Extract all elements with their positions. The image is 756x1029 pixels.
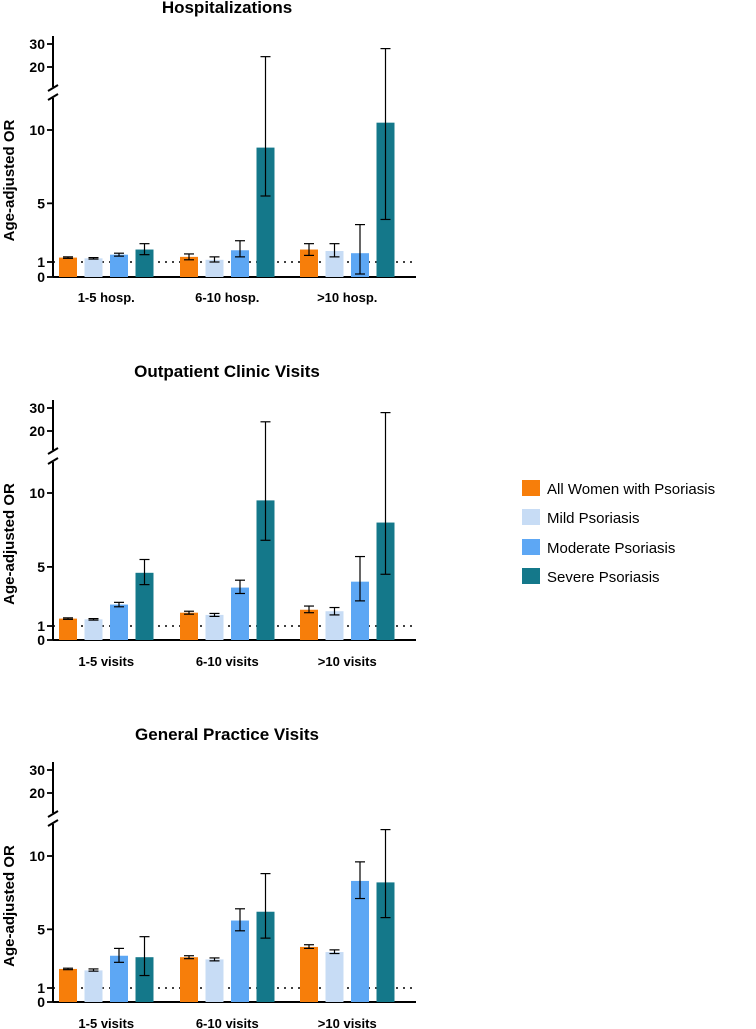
y-tick-label: 1 [37,618,45,634]
bar-mild-3 [325,611,344,640]
legend-swatch-mild [522,509,540,525]
bar-mild-1 [84,970,103,1002]
chart-title: Hospitalizations [162,0,292,17]
bar-moderate-2 [231,587,249,640]
category-label: 1-5 visits [78,654,134,669]
y-tick-label: 0 [37,994,45,1010]
y-tick-label: 10 [29,122,45,138]
bar-moderate-1 [110,254,128,277]
chart-title: Outpatient Clinic Visits [134,362,320,381]
bar-all-3 [300,249,318,277]
y-axis-label: Age-adjusted OR [1,119,18,241]
y-tick-label: 0 [37,632,45,648]
y-tick-label: 30 [29,762,45,778]
category-label: 1-5 visits [78,1016,134,1029]
legend-label-mild: Mild Psoriasis [547,510,640,527]
legend-swatch-all [522,480,540,496]
bar-moderate-3 [351,880,369,1002]
y-tick-label: 5 [37,559,45,575]
bar-all-2 [180,612,198,640]
bar-severe-3 [376,882,395,1002]
bar-mild-2 [205,259,224,277]
bar-mild-3 [325,952,344,1002]
y-tick-label: 10 [29,848,45,864]
bar-mild-2 [205,959,224,1002]
bar-all-3 [300,946,318,1002]
y-tick-label: 20 [29,423,45,439]
bar-mild-1 [84,619,103,640]
legend-label-all: All Women with Psoriasis [547,481,715,498]
bar-moderate-2 [231,920,249,1002]
bar-moderate-1 [110,604,128,640]
bar-all-3 [300,609,318,640]
category-label: >10 hosp. [317,290,377,305]
bar-severe-1 [135,572,154,640]
y-tick-label: 10 [29,485,45,501]
category-label: 6-10 hosp. [195,290,259,305]
legend-swatch-severe [522,568,540,584]
bar-all-2 [180,256,198,277]
legend: All Women with Psoriasis Mild Psoriasis Mo… [522,480,715,586]
axis-break-mark [47,457,59,465]
axis-break-mark [47,810,59,818]
category-label: >10 visits [318,654,377,669]
y-tick-label: 20 [29,59,45,75]
axis-break-mark [47,84,59,92]
category-label: >10 visits [318,1016,377,1029]
y-tick-label: 30 [29,400,45,416]
chart-panel-2: Outpatient Clinic Visits Age-adjusted OR 0… [1,362,416,669]
y-tick-label: 5 [37,921,45,937]
bar-mild-2 [205,614,224,640]
chart-title: General Practice Visits [135,725,319,744]
legend-label-severe: Severe Psoriasis [547,569,660,586]
bar-all-1 [59,257,77,277]
axis-break-mark [47,819,59,827]
y-tick-label: 1 [37,980,45,996]
legend-swatch-moderate [522,539,540,555]
category-label: 1-5 hosp. [78,290,135,305]
y-tick-label: 1 [37,254,45,270]
y-tick-label: 5 [37,195,45,211]
axis-break-mark [47,93,59,101]
bar-all-2 [180,957,198,1002]
bar-mild-1 [84,258,103,277]
legend-label-moderate: Moderate Psoriasis [547,540,675,557]
category-label: 6-10 visits [196,1016,259,1029]
y-axis-label: Age-adjusted OR [1,483,18,605]
axis-break-mark [47,447,59,455]
chart-panel-1: Hospitalizations Age-adjusted OR 01 5 10 20 30… [1,0,416,305]
y-axis-label: Age-adjusted OR [1,845,18,967]
y-tick-label: 0 [37,269,45,285]
bar-all-1 [59,618,77,640]
bar-moderate-3 [351,581,369,640]
bar-mild-3 [325,251,344,277]
bar-severe-2 [256,500,275,640]
bar-severe-1 [135,249,154,277]
bar-all-1 [59,968,77,1002]
category-label: 6-10 visits [196,654,259,669]
bar-severe-2 [256,147,275,277]
bar-moderate-1 [110,955,128,1002]
bar-severe-2 [256,911,275,1002]
y-tick-label: 20 [29,785,45,801]
y-tick-label: 30 [29,36,45,52]
bar-severe-1 [135,957,154,1002]
bar-severe-3 [376,522,395,640]
